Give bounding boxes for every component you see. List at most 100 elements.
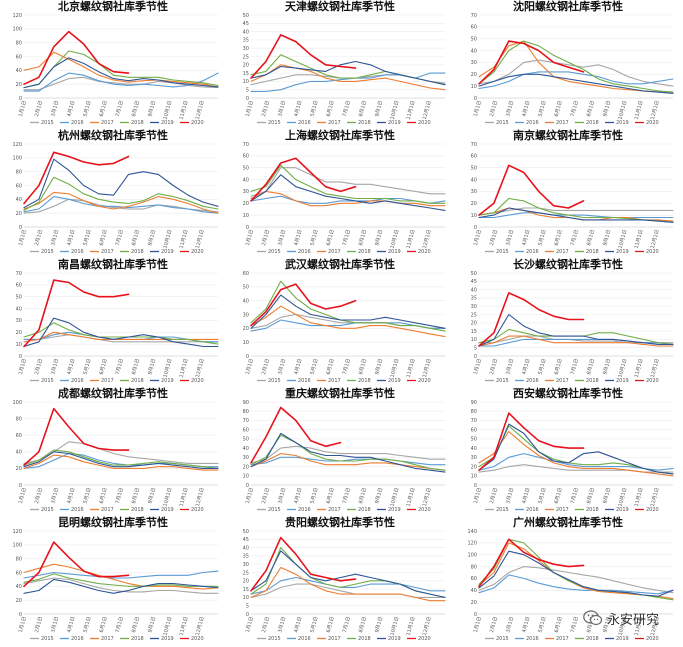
x-tick-label: 9月1日 [147,616,157,633]
series-line-2017 [23,191,219,214]
y-tick-label: 30 [471,455,477,461]
y-tick-label: 10 [243,474,249,480]
chart-title: 沈阳螺纹钢社库季节性 [513,0,623,13]
x-tick-label: 2月1日 [489,358,499,375]
x-tick-label: 3月1日 [277,229,287,246]
chart-svg: 贵阳螺纹钢社库季节性 0 5 10 15 20 25 30 35 40 45 50 1月1日 2月1日 3月… [243,516,446,642]
y-tick-label: 60 [16,54,22,60]
x-tick-label: 10月1日 [163,487,174,507]
x-tick-label: 6月1日 [554,616,564,633]
y-tick-label: 20 [243,201,249,207]
x-tick-label: 8月1日 [358,616,368,633]
chart-title: 长沙螺纹钢社库季节性 [513,258,623,271]
y-tick-label: 30 [471,189,477,195]
series-line-2019 [23,57,219,89]
x-tick-label: 12月1日 [422,616,433,636]
series-line-2016 [478,574,674,595]
legend-label: 2016 [71,636,84,642]
legend-label: 2015 [41,249,54,255]
legend-label: 2020 [646,249,659,255]
x-tick-label: 11月1日 [179,358,190,378]
y-tick-label: 0 [474,354,477,360]
x-tick-label: 8月1日 [131,100,141,117]
x-tick-label: 1月1日 [473,100,483,117]
y-tick-label: 20 [471,201,477,207]
y-tick-label: 70 [243,142,249,148]
y-tick-label: 0 [474,96,477,102]
series-line-2015 [250,445,446,464]
legend-label: 2016 [526,120,539,126]
series-line-2019 [23,317,219,348]
series-line-2020 [250,406,342,464]
x-tick-label: 1月1日 [473,616,483,633]
x-tick-label: 2月1日 [34,358,44,375]
y-tick-label: 60 [16,283,22,289]
y-tick-label: 0 [246,225,249,231]
chart-panel: 广州螺纹钢社库季节性 0 20 40 60 80 100 120 140 1月1日 2月1日 3月1日… [455,516,681,645]
y-tick-label: 45 [471,279,477,285]
x-tick-label: 2月1日 [489,100,499,117]
y-tick-label: 50 [16,295,22,301]
x-tick-label: 5月1日 [310,100,320,117]
series-line-2017 [478,40,674,94]
series-line-2018 [250,54,446,86]
y-tick-label: 0 [246,612,249,618]
y-tick-label: 25 [243,570,249,576]
chart-svg: 沈阳螺纹钢社库季节性 0 10 20 30 40 50 60 70 1月1日 2月1日 3月1日 4月1… [471,0,674,126]
chart-title: 天津螺纹钢社库季节性 [285,0,395,13]
chart-svg: 成都螺纹钢社库季节性 0 20 40 60 80 100 1月1日 2月1日 3月1日 4月1日 5月… [12,387,219,513]
chart-svg: 长沙螺纹钢社库季节性 0 5 10 15 20 25 30 35 40 45 50 1月1日 2月1日 3月… [471,258,674,384]
chart-panel: 长沙螺纹钢社库季节性 0 5 10 15 20 25 30 35 40 45 50 1月1日 2月1日 3月… [455,258,681,387]
y-tick-label: 40 [471,588,477,594]
x-tick-label: 2月1日 [34,100,44,117]
series-line-2016 [478,71,674,90]
legend-label: 2016 [298,249,311,255]
chart-svg: 武汉螺纹钢社库季节性 0 10 20 30 40 50 60 1月1日 2月1日 3月1日 4月1日 5… [243,258,446,384]
y-tick-label: 40 [243,446,249,452]
x-tick-label: 2月1日 [34,487,44,504]
legend-label: 2015 [496,507,509,513]
y-tick-label: 60 [16,183,22,189]
x-tick-label: 4月1日 [66,229,76,246]
x-tick-label: 10月1日 [390,616,401,636]
y-tick-label: 30 [243,46,249,52]
x-tick-label: 11月1日 [406,229,417,249]
series-line-2015 [23,334,219,343]
legend-label: 2017 [556,378,569,384]
x-tick-label: 12月1日 [195,616,206,636]
y-tick-label: 50 [471,271,477,277]
x-tick-label: 10月1日 [390,229,401,249]
x-tick-label: 6月1日 [554,229,564,246]
legend-label: 2017 [328,507,341,513]
legend-label: 2020 [418,120,431,126]
y-tick-label: 60 [471,154,477,160]
series-line-2020 [23,151,130,205]
series-line-2015 [250,167,446,197]
x-tick-label: 6月1日 [554,100,564,117]
y-tick-label: 140 [467,529,477,535]
y-tick-label: 25 [471,312,477,318]
x-tick-label: 8月1日 [358,100,368,117]
x-tick-label: 5月1日 [83,616,93,633]
series-line-2019 [250,432,446,473]
legend-label: 2019 [161,636,174,642]
y-tick-label: 20 [471,464,477,470]
x-tick-label: 5月1日 [83,229,93,246]
x-tick-label: 11月1日 [406,358,417,378]
y-tick-label: 70 [471,142,477,148]
legend-label: 2020 [191,378,204,384]
y-tick-label: 10 [243,595,249,601]
chart-title: 杭州螺纹钢社库季节性 [58,129,168,142]
series-line-2018 [250,164,446,204]
y-tick-label: 40 [471,287,477,293]
x-tick-label: 5月1日 [538,616,548,633]
x-tick-label: 1月1日 [245,487,255,504]
legend-label: 2015 [41,120,54,126]
x-tick-label: 9月1日 [602,100,612,117]
x-tick-label: 10月1日 [618,487,629,507]
y-tick-label: 60 [243,154,249,160]
series-line-2020 [250,283,357,327]
y-tick-label: 30 [243,455,249,461]
y-tick-label: 90 [471,400,477,406]
